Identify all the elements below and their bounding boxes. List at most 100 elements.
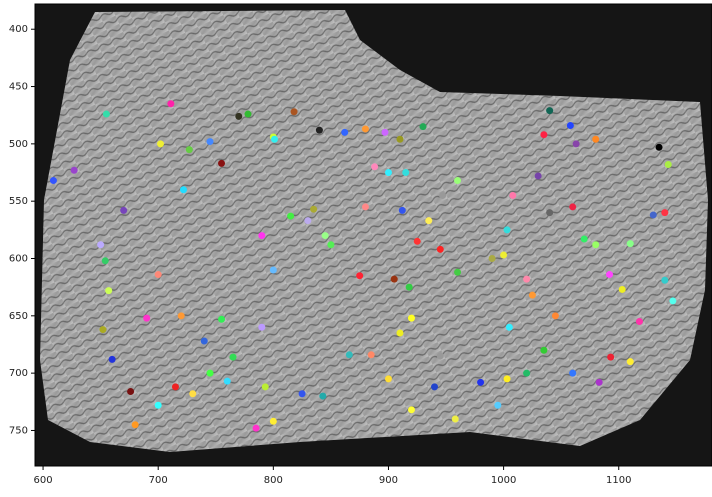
point <box>49 177 57 185</box>
point <box>413 237 421 245</box>
point <box>626 240 634 248</box>
point <box>99 326 107 334</box>
point <box>546 209 554 217</box>
point <box>180 186 188 194</box>
point <box>396 135 404 143</box>
point <box>290 108 298 116</box>
point <box>569 203 577 211</box>
point <box>70 166 78 174</box>
point <box>206 138 214 146</box>
point <box>477 378 485 386</box>
axes-frame <box>34 3 712 467</box>
point <box>258 323 266 331</box>
point <box>131 421 139 429</box>
point <box>523 275 531 283</box>
point <box>402 169 410 177</box>
point <box>384 375 392 383</box>
point <box>298 390 306 398</box>
point <box>223 377 231 385</box>
point <box>528 291 536 299</box>
point <box>218 315 226 323</box>
point <box>451 415 459 423</box>
point <box>407 406 415 414</box>
point <box>154 401 162 409</box>
point <box>390 275 398 283</box>
point <box>384 169 392 177</box>
point <box>167 100 175 108</box>
point <box>436 352 444 360</box>
point <box>341 128 349 136</box>
point <box>592 135 600 143</box>
point <box>269 417 277 425</box>
point <box>127 387 135 395</box>
point <box>569 369 577 377</box>
y-tick-label: 450 <box>9 82 28 93</box>
point <box>655 143 663 151</box>
point <box>494 401 502 409</box>
point <box>200 337 208 345</box>
point <box>261 383 269 391</box>
point <box>505 323 513 331</box>
point <box>97 241 105 249</box>
point <box>143 314 151 322</box>
point <box>102 110 110 118</box>
point <box>361 125 369 133</box>
y-tick-label: 750 <box>9 425 28 436</box>
point <box>321 232 329 240</box>
point <box>572 140 580 148</box>
x-tick-label: 1100 <box>606 475 631 486</box>
point <box>425 217 433 225</box>
point <box>381 128 389 136</box>
point <box>101 257 109 265</box>
point <box>171 383 179 391</box>
point <box>439 191 447 199</box>
point <box>606 271 614 279</box>
point <box>185 146 193 154</box>
point <box>503 226 511 234</box>
y-tick-label: 650 <box>9 311 28 322</box>
point <box>287 212 295 220</box>
point <box>244 110 252 118</box>
point <box>327 241 335 249</box>
x-tick-label: 600 <box>34 475 53 486</box>
point <box>235 112 243 120</box>
point <box>396 329 404 337</box>
point <box>635 318 643 326</box>
point <box>454 268 462 276</box>
point <box>592 241 600 249</box>
point <box>566 122 574 130</box>
point <box>367 351 375 359</box>
point <box>626 358 634 366</box>
point <box>488 255 496 263</box>
point <box>607 353 615 361</box>
point <box>419 123 427 131</box>
point <box>523 369 531 377</box>
point <box>105 287 113 295</box>
point <box>361 203 369 211</box>
point <box>509 191 517 199</box>
point <box>156 140 164 148</box>
point <box>540 131 548 139</box>
x-tick-label: 1000 <box>491 475 516 486</box>
point <box>669 297 677 305</box>
point <box>345 351 353 359</box>
point <box>252 424 260 432</box>
point <box>540 346 548 354</box>
point <box>371 163 379 171</box>
point <box>269 266 277 274</box>
point <box>206 369 214 377</box>
point <box>649 211 657 219</box>
point <box>319 392 327 400</box>
point <box>454 177 462 185</box>
y-tick-label: 500 <box>9 139 28 150</box>
point <box>189 390 197 398</box>
point <box>218 159 226 167</box>
point <box>177 312 185 320</box>
point <box>580 235 588 243</box>
point <box>436 245 444 253</box>
point <box>551 312 559 320</box>
point <box>154 271 162 279</box>
point <box>664 160 672 168</box>
point <box>229 353 237 361</box>
point <box>108 355 116 363</box>
